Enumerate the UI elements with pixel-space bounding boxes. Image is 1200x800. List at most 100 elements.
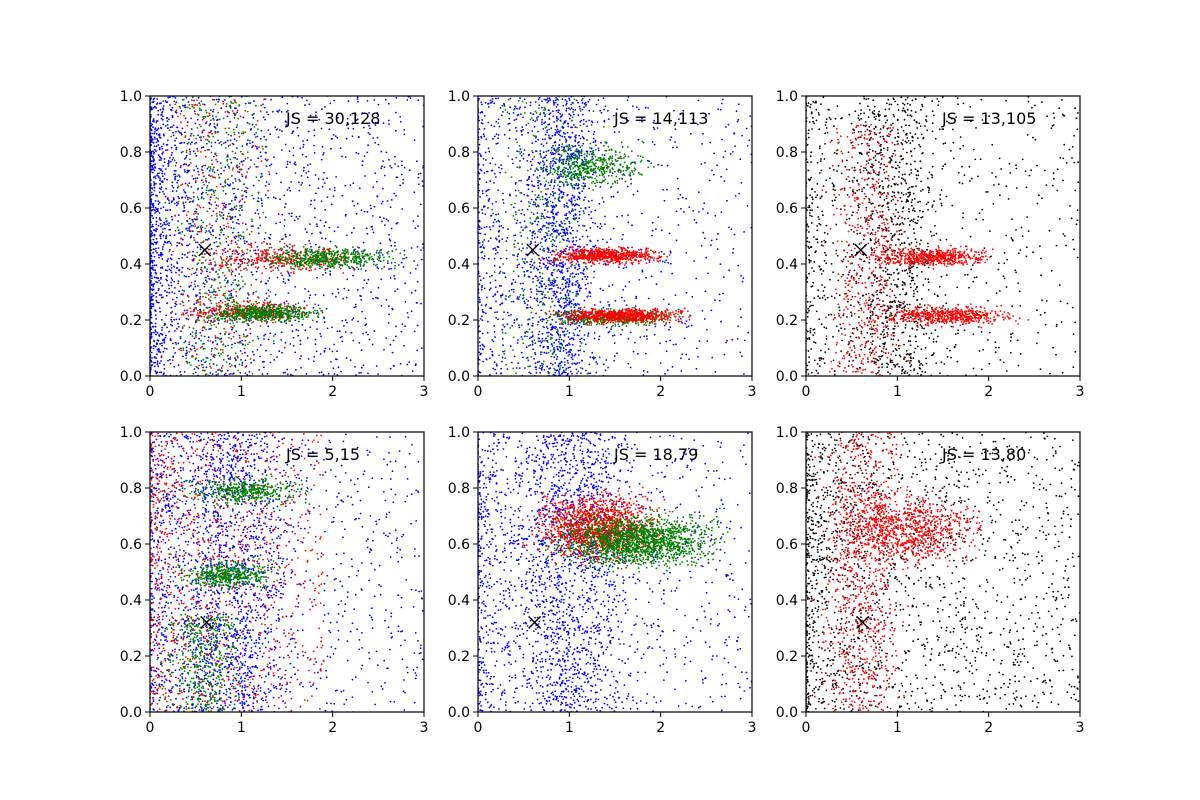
scatter-point [163,341,166,344]
scatter-point [199,288,201,291]
scatter-point [341,340,344,343]
scatter-point [182,355,184,358]
scatter-point [160,102,162,104]
scatter-point [220,286,222,289]
scatter-point [328,253,330,255]
scatter-point [352,274,354,277]
scatter-point [271,318,274,321]
scatter-point [551,243,554,246]
scatter-point [186,219,188,222]
scatter-point [178,131,181,134]
scatter-point [211,132,213,135]
scatter-point [157,247,160,250]
scatter-point [153,345,156,347]
scatter-point [155,223,158,226]
scatter-point [150,361,153,363]
scatter-point [179,113,182,115]
scatter-point [227,244,230,247]
scatter-point [350,231,353,234]
scatter-point [309,260,312,263]
scatter-point [320,335,322,338]
scatter-point [169,96,171,99]
scatter-point [180,133,183,136]
scatter-point [240,255,243,257]
scatter-point [224,333,227,335]
scatter-point [238,363,241,366]
scatter-point [188,227,190,230]
scatter-point [420,302,422,305]
scatter-point [254,306,257,309]
scatter-point [230,199,233,202]
scatter-point [295,215,298,218]
scatter-point [358,372,360,374]
scatter-point [225,203,228,206]
scatter-point [292,345,295,347]
scatter-point [200,241,203,244]
scatter-point [222,102,225,105]
scatter-point [150,260,153,262]
scatter-point [544,287,547,290]
scatter-point [151,132,154,135]
scatter-point [263,366,265,369]
scatter-point [200,219,203,222]
scatter-point [235,208,238,211]
scatter-point [224,179,227,182]
scatter-point [260,172,263,175]
scatter-point [245,177,247,179]
scatter-point [238,252,240,255]
scatter-point [158,187,161,190]
scatter-point [269,291,272,293]
scatter-point [252,225,254,228]
scatter-point [341,249,344,251]
scatter-point [257,266,260,269]
scatter-point [700,163,703,166]
scatter-point [316,320,318,323]
scatter-point [163,193,166,195]
scatter-point [227,178,229,181]
scatter-point [308,297,311,299]
scatter-point [222,343,224,346]
scatter-point [298,320,300,323]
scatter-point [171,126,174,128]
scatter-point [207,189,210,192]
scatter-point [180,271,183,273]
scatter-point [357,268,360,270]
scatter-point [230,257,233,260]
scatter-point [277,307,279,310]
scatter-point [255,315,258,318]
scatter-point [277,213,280,215]
scatter-point [209,327,212,330]
scatter-point [336,260,339,263]
scatter-point [176,244,178,247]
scatter-point [279,198,281,201]
scatter-point [209,320,212,323]
scatter-point [197,170,200,173]
scatter-point [385,299,388,301]
scatter-point [292,267,294,270]
scatter-point [245,191,248,194]
scatter-point [200,269,203,272]
scatter-point [169,257,172,260]
scatter-point [307,170,310,173]
scatter-point [321,250,324,253]
scatter-point [255,312,258,315]
scatter-point [631,224,633,227]
scatter-point [582,123,585,125]
scatter-point [274,126,277,128]
scatter-point [224,166,227,169]
scatter-point [225,103,228,105]
scatter-point [235,249,238,252]
scatter-point [202,146,205,149]
scatter-point [560,265,563,268]
scatter-point [330,262,333,265]
scatter-point [335,262,338,264]
scatter-point [153,145,156,148]
scatter-point [210,261,212,264]
scatter-point [228,362,231,365]
scatter-point [167,159,170,162]
scatter-point [177,214,180,217]
scatter-point [580,326,583,328]
scatter-point [153,189,156,192]
scatter-point [334,244,337,247]
scatter-point [267,258,269,261]
